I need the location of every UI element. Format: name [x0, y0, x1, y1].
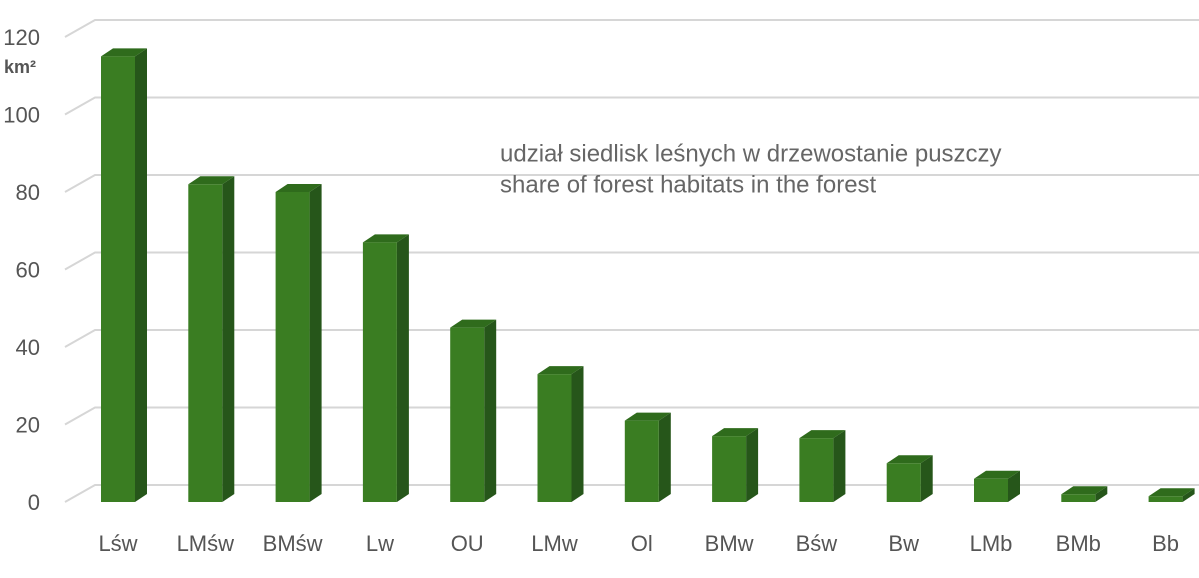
bar — [799, 430, 846, 502]
x-tick-label: Lśw — [98, 531, 137, 556]
y-tick-label: 0 — [28, 490, 40, 515]
bar — [537, 366, 584, 502]
y-tick-label: 80 — [16, 180, 40, 205]
grid-line — [64, 19, 1199, 38]
bar — [624, 412, 671, 502]
y-tick-label: 120 — [3, 25, 40, 50]
x-tick-label: Bśw — [796, 531, 838, 556]
x-tick-label: LMw — [531, 531, 578, 556]
grid-line — [64, 96, 1199, 116]
grid-line — [64, 251, 1199, 271]
x-tick-label: Ol — [631, 531, 653, 556]
x-tick-label: BMśw — [263, 531, 323, 556]
y-tick-label: 20 — [16, 412, 40, 437]
bar — [450, 319, 497, 502]
annotation: udział siedlisk leśnych w drzewostanie p… — [500, 140, 1002, 167]
bar — [188, 176, 235, 502]
x-tick-label: OU — [451, 531, 484, 556]
bar — [886, 455, 933, 502]
bar — [101, 48, 147, 502]
bar — [362, 234, 409, 502]
x-tick-label: Bb — [1152, 531, 1179, 556]
bar — [1148, 488, 1195, 502]
x-tick-label: LMb — [970, 531, 1013, 556]
y-axis-label: km² — [4, 57, 36, 77]
grid-line — [64, 329, 1199, 348]
grid-line — [64, 406, 1199, 426]
x-tick-label: BMb — [1056, 531, 1101, 556]
annotation: share of forest habitats in the forest — [500, 171, 877, 198]
y-tick-label: 100 — [3, 102, 40, 127]
y-tick-label: 60 — [16, 257, 40, 282]
y-tick-label: 40 — [16, 335, 40, 360]
x-tick-label: LMśw — [177, 531, 235, 556]
bar — [974, 470, 1020, 502]
grid-line — [64, 174, 1199, 193]
bar — [712, 428, 759, 502]
x-tick-label: BMw — [705, 531, 754, 556]
bar — [275, 184, 322, 502]
x-tick-label: Bw — [888, 531, 919, 556]
x-tick-label: Lw — [366, 531, 394, 556]
bar — [1061, 486, 1108, 502]
